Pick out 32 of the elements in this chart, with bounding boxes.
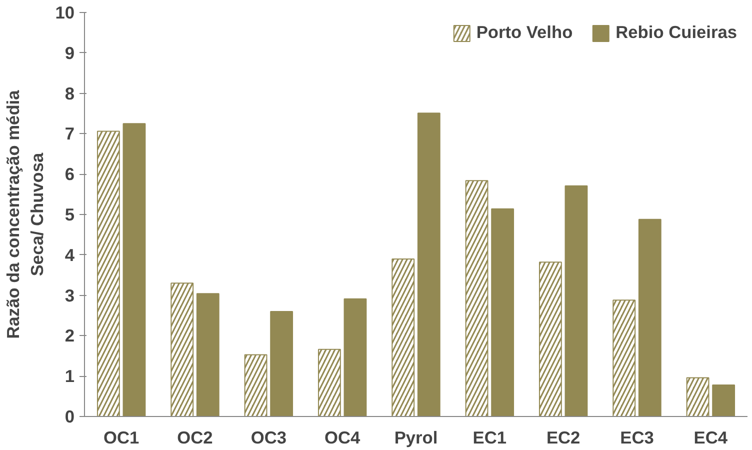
y-axis-title: Razão da concentração média Seca/ Chuvosa xyxy=(3,90,48,339)
y-tick-label: 7 xyxy=(64,124,75,144)
y-tick-label: 3 xyxy=(64,285,75,306)
legend-label: Porto Velho xyxy=(476,22,573,43)
bar xyxy=(270,310,294,416)
x-tick-label: OC2 xyxy=(177,428,213,448)
legend-label: Rebio Cuieiras xyxy=(616,22,737,43)
x-tick-label: OC3 xyxy=(250,428,287,448)
y-tick-label: 4 xyxy=(64,244,75,265)
bar xyxy=(196,293,220,416)
y-tick-label: 5 xyxy=(64,204,75,224)
y-tick-label: 10 xyxy=(55,2,75,22)
y-tick-label: 1 xyxy=(64,366,75,386)
y-tick-label: 2 xyxy=(64,326,75,346)
bar xyxy=(638,218,662,416)
bar xyxy=(564,185,588,416)
x-tick-label: EC3 xyxy=(620,428,654,448)
x-tick-label: EC4 xyxy=(694,428,728,448)
bar xyxy=(344,298,367,416)
x-tick-label: OC4 xyxy=(324,428,361,448)
y-tick-label: 9 xyxy=(64,42,75,63)
x-tick-label: OC1 xyxy=(104,428,140,448)
y-tick-label: 6 xyxy=(64,164,75,184)
x-tick-label: Pyrol xyxy=(394,428,438,448)
bar xyxy=(417,112,440,416)
x-tick-label: EC2 xyxy=(546,428,580,448)
bar xyxy=(122,123,146,416)
x-tick-label: EC1 xyxy=(472,428,507,448)
bar xyxy=(712,384,736,416)
bar xyxy=(491,208,514,416)
y-tick-label: 8 xyxy=(64,83,75,104)
y-tick-label: 0 xyxy=(64,406,75,426)
